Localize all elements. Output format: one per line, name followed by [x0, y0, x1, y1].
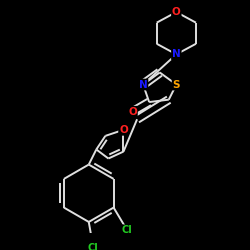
Text: N: N [172, 49, 181, 59]
Text: O: O [128, 107, 137, 117]
Text: N: N [139, 80, 147, 90]
Text: Cl: Cl [88, 242, 99, 250]
Text: O: O [119, 125, 128, 135]
Text: Cl: Cl [122, 225, 132, 235]
Text: O: O [172, 7, 181, 17]
Text: S: S [172, 80, 180, 90]
